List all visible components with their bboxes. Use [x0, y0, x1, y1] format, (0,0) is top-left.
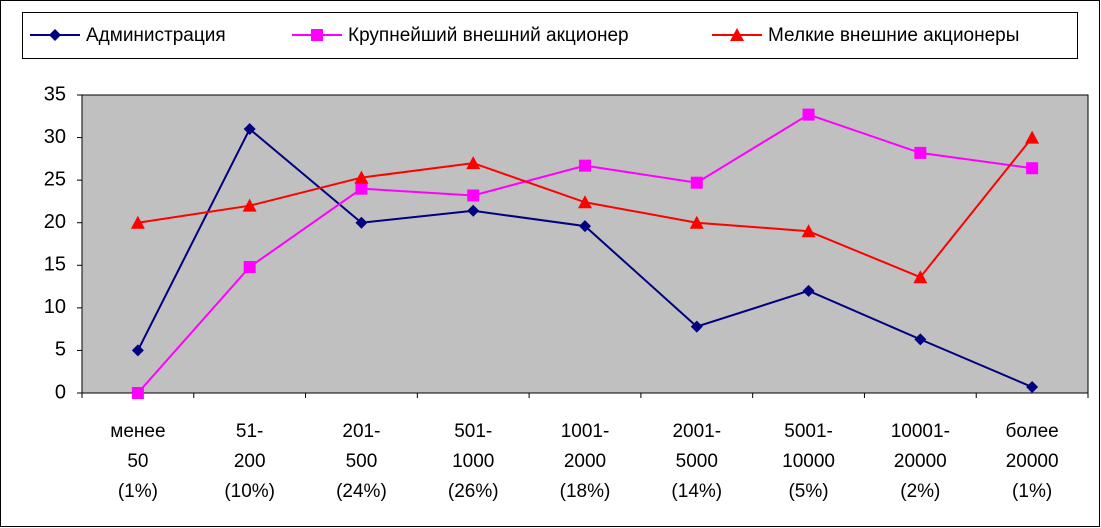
x-tick-label: 5000 — [676, 451, 718, 472]
point-marker — [243, 260, 256, 273]
y-tick-label: 35 — [44, 83, 66, 105]
legend-label: Крупнейший внешний акционер — [348, 25, 629, 46]
point-marker — [467, 204, 480, 217]
x-tick-label: 20000 — [894, 451, 947, 472]
legend-marker — [49, 29, 61, 41]
y-tick-label: 10 — [44, 296, 66, 318]
point-marker — [802, 108, 815, 121]
x-tick-label: 10000 — [782, 451, 835, 472]
legend-label: Мелкие внешние акционеры — [768, 25, 1019, 46]
legend-marker — [730, 28, 744, 41]
point-marker — [802, 284, 815, 297]
point-marker — [467, 189, 480, 202]
point-marker — [243, 123, 256, 136]
plot-area — [81, 94, 1089, 394]
point-marker — [355, 216, 368, 229]
x-tick-label: (18%) — [560, 481, 611, 502]
point-marker — [689, 215, 704, 229]
x-tick-label: 201- — [342, 421, 380, 442]
x-tick-label: более — [1005, 421, 1058, 442]
legend-box — [22, 12, 1078, 59]
point-marker — [913, 270, 928, 284]
legend-label: Администрация — [86, 25, 226, 46]
point-marker — [914, 146, 927, 159]
y-tick-label: 30 — [44, 126, 66, 148]
point-marker — [355, 182, 368, 195]
x-tick-label: 51- — [236, 421, 263, 442]
x-tick-label: (1%) — [118, 481, 158, 502]
x-tick-label: (24%) — [336, 481, 387, 502]
x-tick-label: 20000 — [1006, 451, 1059, 472]
point-marker — [131, 344, 144, 357]
x-tick-label: (10%) — [224, 481, 275, 502]
y-tick-label: 15 — [44, 254, 66, 276]
x-tick-label: 2000 — [564, 451, 606, 472]
x-tick-label: (26%) — [448, 481, 499, 502]
x-tick-label: (1%) — [1012, 481, 1052, 502]
x-tick-label: 50 — [127, 451, 148, 472]
y-tick-label: 20 — [44, 211, 66, 233]
x-tick-label: 501- — [454, 421, 492, 442]
x-tick-label: 1000 — [452, 451, 494, 472]
x-tick-label: менее — [110, 421, 165, 442]
y-tick-label: 5 — [55, 339, 66, 361]
x-tick-label: 200 — [234, 451, 266, 472]
point-marker — [579, 220, 591, 233]
x-tick-label: 10001- — [891, 421, 950, 442]
point-marker — [130, 215, 145, 229]
point-marker — [242, 198, 257, 212]
point-marker — [1025, 130, 1040, 144]
point-marker — [1026, 162, 1039, 175]
x-tick-label: (14%) — [671, 481, 722, 502]
point-marker — [466, 156, 481, 170]
x-tick-label: 5001- — [784, 421, 833, 442]
point-marker — [801, 224, 816, 238]
x-tick-label: 1001- — [561, 421, 610, 442]
point-marker — [690, 320, 703, 333]
point-marker — [578, 195, 592, 209]
x-tick-label: (2%) — [900, 481, 940, 502]
x-tick-label: (5%) — [788, 481, 828, 502]
x-tick-label: 2001- — [672, 421, 721, 442]
x-tick-label: 500 — [346, 451, 378, 472]
point-marker — [1026, 381, 1039, 394]
legend-marker — [311, 29, 323, 41]
y-tick-label: 0 — [55, 381, 66, 403]
point-marker — [579, 159, 591, 172]
point-marker — [354, 170, 369, 184]
point-marker — [131, 387, 144, 399]
point-marker — [690, 176, 703, 189]
point-marker — [914, 333, 927, 346]
y-tick-label: 25 — [44, 168, 66, 190]
